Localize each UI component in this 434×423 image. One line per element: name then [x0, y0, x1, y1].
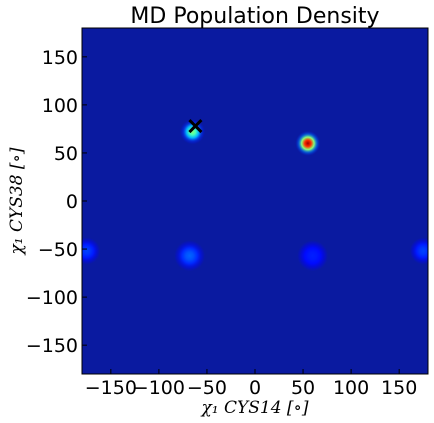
- x-tick-label: 100: [333, 377, 369, 399]
- x-tick-label: 150: [381, 377, 417, 399]
- x-axis-label: χ₁ CYS14 [∘]: [200, 398, 308, 418]
- density-peak: [180, 119, 206, 145]
- x-tick-label: −50: [187, 377, 227, 399]
- y-tick-label: 150: [42, 47, 78, 69]
- x-tick-label: 0: [249, 377, 261, 399]
- x-tick-label: −100: [133, 377, 185, 399]
- density-peak: [174, 240, 206, 272]
- y-axis-ticks: −150 −100 −50 0 50 100 150: [26, 47, 87, 357]
- y-tick-label: 50: [54, 143, 78, 165]
- y-tick-label: −50: [38, 239, 78, 261]
- density-peak: [82, 237, 101, 265]
- x-tick-label: 50: [291, 377, 315, 399]
- density-peak: [409, 237, 428, 265]
- x-axis-ticks: −150−100 −50 0 50 100 150: [85, 369, 417, 399]
- x-tick-label: −150: [85, 377, 137, 399]
- chart-title: MD Population Density: [130, 4, 379, 29]
- density-peaks: [82, 119, 428, 272]
- y-tick-label: −100: [26, 287, 78, 309]
- y-tick-label: −150: [26, 335, 78, 357]
- plot-background: [82, 28, 428, 374]
- y-tick-label: 0: [66, 191, 78, 213]
- y-axis-label: χ₁ CYS38 [∘]: [7, 147, 27, 255]
- density-peak: [297, 240, 329, 272]
- x-marker: [188, 118, 203, 134]
- density-peak: [295, 130, 321, 156]
- y-tick-label: 100: [42, 95, 78, 117]
- markers-layer: [188, 118, 203, 134]
